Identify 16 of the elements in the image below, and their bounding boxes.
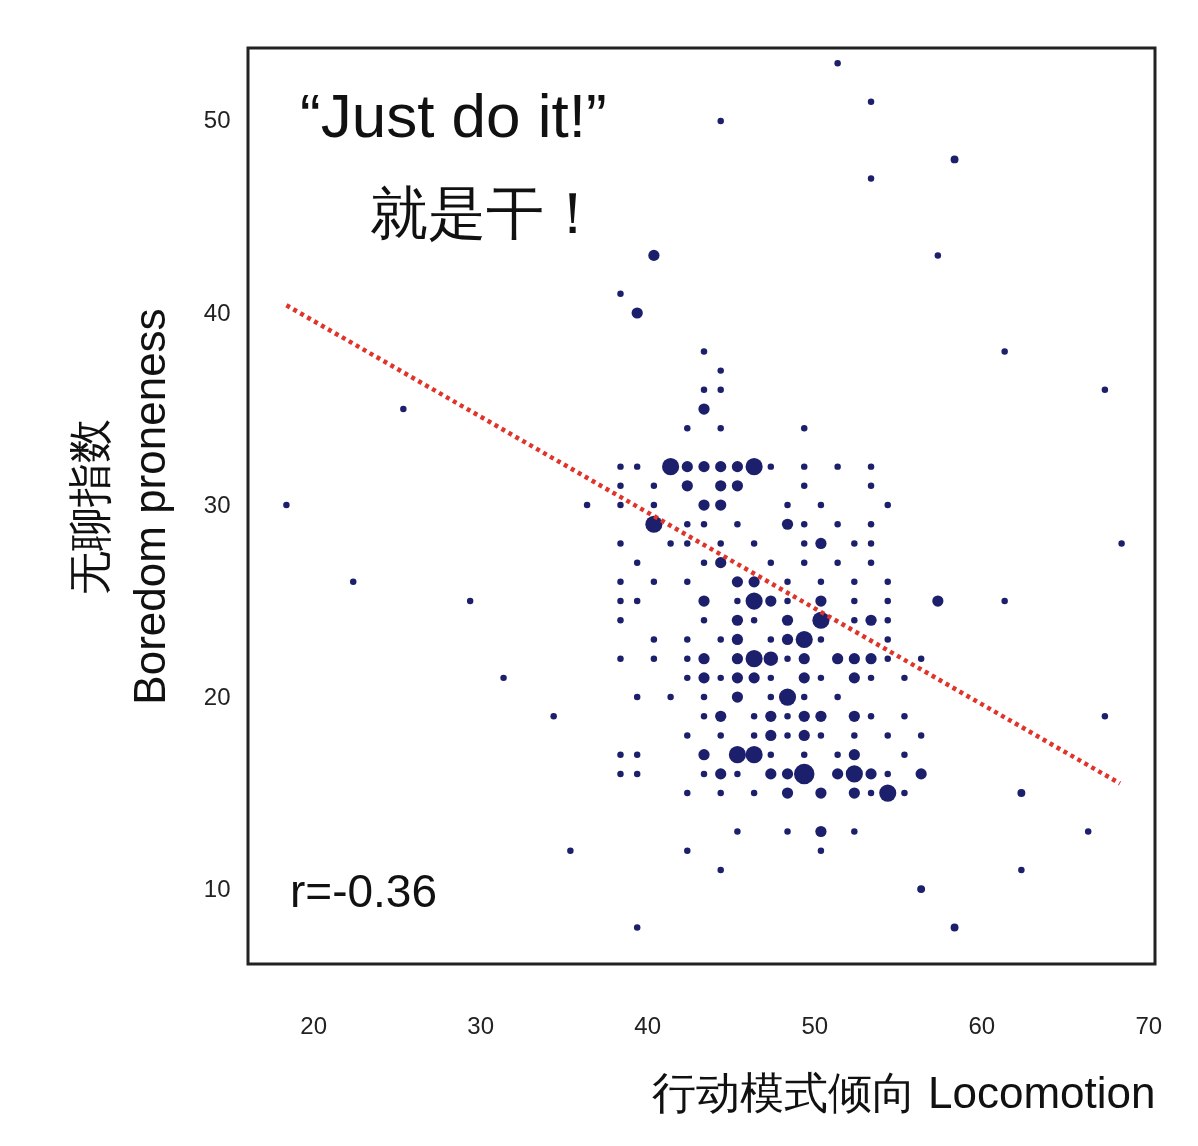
y-axis-title: 无聊指数 Boredom proneness [64, 308, 174, 705]
y-tick-label: 50 [203, 106, 231, 134]
x-tick-label: 50 [801, 1011, 829, 1039]
x-axis-title: 行动模式倾向 Locomotion [651, 1067, 1156, 1117]
x-tick-label: 70 [1135, 1011, 1163, 1039]
y-tick-label: 40 [203, 298, 231, 326]
y-tick-label: 10 [203, 874, 231, 902]
x-tick-label: 30 [467, 1011, 495, 1039]
y-tick-label: 20 [203, 682, 231, 710]
y-tick-label: 30 [203, 490, 231, 518]
x-tick-label: 20 [300, 1011, 327, 1039]
annotation: “Just do it!” [300, 81, 607, 150]
annotation: 就是干！ [370, 180, 602, 245]
x-tick-label: 60 [968, 1011, 996, 1039]
x-tick-label: 40 [634, 1011, 662, 1039]
annotation: r=-0.36 [290, 865, 438, 917]
